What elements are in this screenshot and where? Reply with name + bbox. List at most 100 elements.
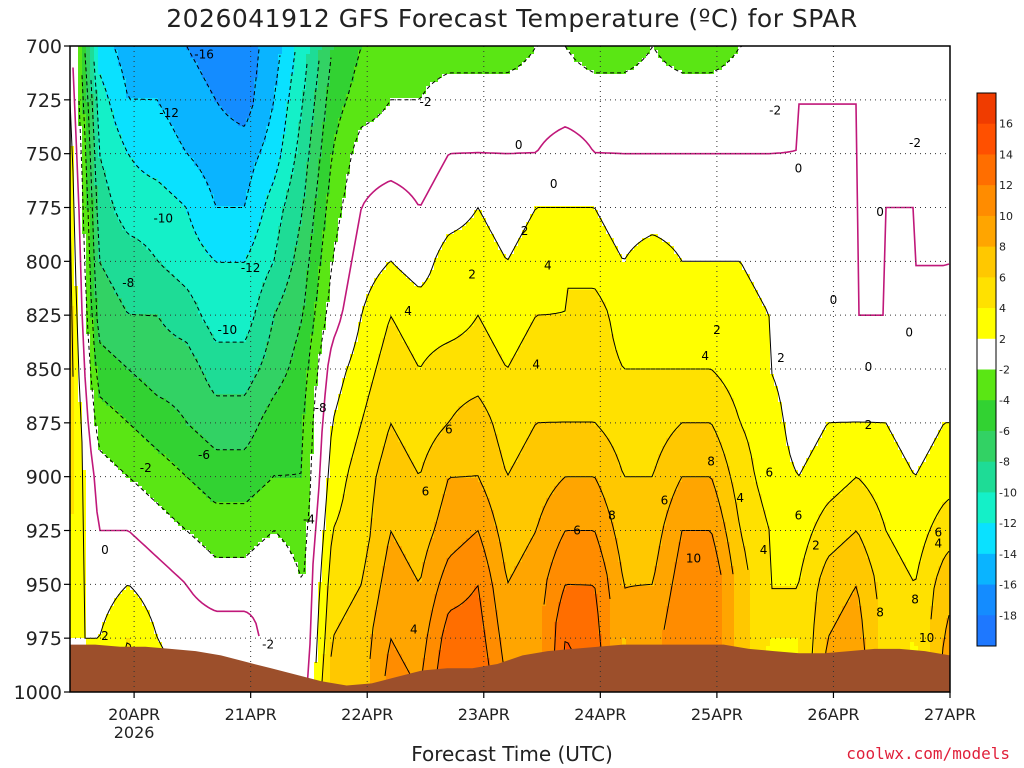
field-cell: [82, 410, 87, 415]
field-cell: [98, 66, 103, 71]
field-cell: [94, 614, 99, 619]
field-cell: [78, 94, 83, 99]
field-cell: [82, 302, 87, 307]
field-cell: [86, 290, 91, 295]
field-cell: [102, 134, 107, 139]
field-cell: [74, 594, 79, 599]
field-cell: [98, 290, 103, 295]
field-cell: [94, 282, 99, 287]
field-cell: [78, 70, 83, 75]
field-cell: [98, 254, 103, 259]
field-cell: [102, 210, 107, 215]
field-cell: [98, 362, 103, 367]
field-cell: [86, 126, 91, 131]
field-cell: [86, 370, 91, 375]
field-cell: [90, 50, 95, 55]
field-cell: [86, 190, 91, 195]
field-cell: [102, 66, 107, 71]
field-cell: [86, 50, 91, 55]
field-cell: [78, 110, 83, 115]
field-cell: [90, 486, 95, 491]
field-cell: [94, 166, 99, 171]
chart-figure: -16-12-10-12-8-10-8-6-4-2-2-2-2-20000000…: [0, 0, 1024, 768]
field-cell: [74, 638, 79, 643]
field-cell: [74, 606, 79, 611]
field-cell: [90, 566, 95, 571]
field-cell: [78, 66, 83, 71]
field-cell: [78, 538, 83, 543]
temperature-field: [70, 46, 951, 695]
field-cell: [94, 446, 99, 451]
field-cell: [82, 102, 87, 107]
field-cell: [94, 546, 99, 551]
field-cell: [94, 590, 99, 595]
field-cell: [74, 610, 79, 615]
field-cell: [90, 178, 95, 183]
field-cell: [94, 102, 99, 107]
field-cell: [82, 438, 87, 443]
field-cell: [82, 442, 87, 447]
field-cell: [94, 610, 99, 615]
field-cell: [94, 386, 99, 391]
field-cell: [90, 494, 95, 499]
field-cell: [82, 542, 87, 547]
field-cell: [74, 266, 79, 271]
field-cell: [90, 118, 95, 123]
field-cell: [86, 518, 91, 523]
field-cell: [74, 498, 79, 503]
field-cell: [98, 114, 103, 119]
field-cell: [98, 610, 103, 615]
field-cell: [90, 326, 95, 331]
field-cell: [98, 366, 103, 371]
field-cell: [102, 102, 107, 107]
field-cell: [90, 70, 95, 75]
field-cell: [102, 186, 107, 191]
field-cell: [82, 538, 87, 543]
field-cell: [74, 602, 79, 607]
field-cell: [86, 194, 91, 199]
field-cell: [78, 86, 83, 91]
field-cell: [74, 414, 79, 419]
field-cell: [86, 498, 91, 503]
field-cell: [78, 346, 83, 351]
field-cell: [86, 558, 91, 563]
field-cell: [74, 262, 79, 267]
field-cell: [102, 106, 107, 111]
field-cell: [86, 602, 91, 607]
field-cell: [90, 426, 95, 431]
field-cell: [94, 314, 99, 319]
field-cell: [98, 494, 103, 499]
field-cell: [78, 542, 83, 547]
field-cell: [86, 90, 91, 95]
field-cell: [86, 502, 91, 507]
field-cell: [86, 86, 91, 91]
field-cell: [90, 298, 95, 303]
field-cell: [98, 226, 103, 231]
field-cell: [74, 494, 79, 499]
field-cell: [90, 626, 95, 631]
field-cell: [90, 618, 95, 623]
field-cell: [102, 254, 107, 259]
field-cell: [86, 554, 91, 559]
field-cell: [74, 550, 79, 555]
field-cell: [98, 90, 103, 95]
field-cell: [102, 242, 107, 247]
field-cell: [74, 362, 79, 367]
field-cell: [94, 570, 99, 575]
field-cell: [82, 534, 87, 539]
field-cell: [98, 54, 103, 59]
field-cell: [98, 354, 103, 359]
field-cell: [78, 610, 83, 615]
field-cell: [98, 378, 103, 383]
field-cell: [98, 194, 103, 199]
field-cell: [94, 398, 99, 403]
field-cell: [74, 398, 79, 403]
field-cell: [90, 538, 95, 543]
field-cell: [78, 574, 83, 579]
field-cell: [86, 58, 91, 63]
field-cell: [98, 370, 103, 375]
field-cell: [102, 158, 107, 163]
field-cell: [86, 506, 91, 511]
field-cell: [98, 94, 103, 99]
field-cell: [74, 530, 79, 535]
